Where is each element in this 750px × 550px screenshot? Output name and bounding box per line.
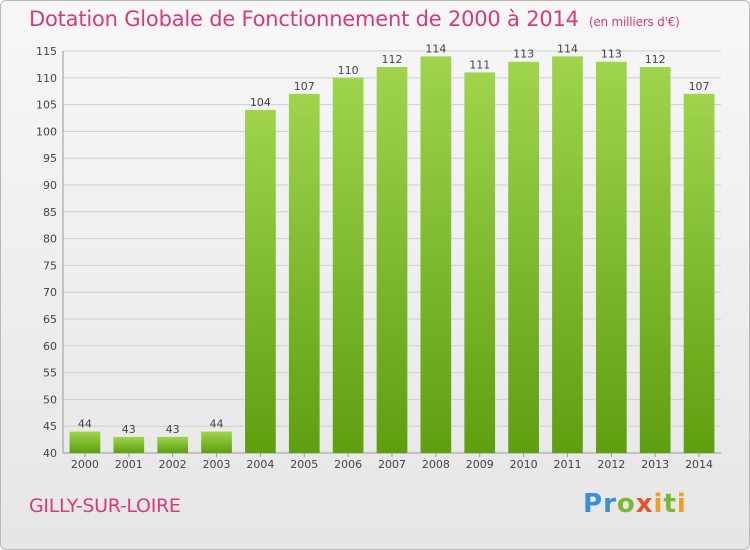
x-tick-labels: 2000 2001 2002 2003 2004 2005 2006 2007 2008 2009… [71, 453, 713, 471]
data-label-2011: 114 [557, 42, 578, 55]
y-tick-label: 90 [43, 179, 57, 192]
x-tick-label-2008: 2008 [422, 458, 450, 471]
y-tick-label: 45 [43, 420, 57, 433]
bar-2004 [245, 109, 276, 454]
proxiti-logo[interactable]: Proxiti [583, 489, 687, 519]
x-tick-label-2009: 2009 [466, 458, 494, 471]
y-tick-label: 65 [43, 313, 57, 326]
data-label-2009: 111 [469, 58, 490, 71]
bar-2000 [69, 431, 101, 453]
x-tick-label-2002: 2002 [159, 458, 187, 471]
bar-2006 [332, 77, 364, 454]
x-tick-label-2004: 2004 [246, 458, 274, 471]
bar-2009 [464, 72, 496, 453]
bar-2011 [552, 56, 583, 454]
y-tick-label: 115 [36, 45, 57, 58]
y-tick-label: 70 [43, 286, 57, 299]
x-tick-label-2003: 2003 [203, 458, 231, 471]
data-label-2005: 107 [294, 80, 315, 93]
y-tick-label: 105 [36, 99, 57, 112]
bar-2012 [595, 61, 627, 453]
data-label-2000: 44 [78, 418, 92, 431]
x-tick-label-2010: 2010 [510, 458, 538, 471]
x-tick-label-2011: 2011 [553, 458, 581, 471]
commune-name: GILLY-SUR-LOIRE [29, 495, 181, 517]
x-tick-label-2001: 2001 [115, 458, 143, 471]
chart-subtitle: (en milliers d'€) [588, 15, 680, 29]
data-label-2014: 107 [689, 80, 710, 93]
chart-title-text: Dotation Globale de Fonctionnement de 20… [29, 7, 579, 31]
bars [69, 56, 715, 454]
y-tick-label: 95 [43, 152, 57, 165]
data-label-2013: 112 [645, 53, 666, 66]
chart-title: Dotation Globale de Fonctionnement de 20… [29, 7, 680, 31]
y-tick-label: 40 [43, 447, 57, 460]
x-tick-label-2006: 2006 [334, 458, 362, 471]
x-tick-label-2012: 2012 [597, 458, 625, 471]
bar-2005 [288, 93, 320, 453]
data-label-2006: 110 [338, 64, 359, 77]
data-label-2007: 112 [382, 53, 403, 66]
bar-2007 [376, 67, 408, 453]
y-tick-label: 60 [43, 340, 57, 353]
y-tick-label: 100 [36, 125, 57, 138]
x-tick-label-2005: 2005 [290, 458, 318, 471]
bar-2002 [157, 436, 189, 453]
data-labels: 44 43 43 44 104 107 110 112 114 111 113 114 113 112 10… [78, 42, 710, 436]
y-tick-labels: 40 45 50 55 60 65 70 75 80 85 90 95 100 105 110 115 [36, 45, 57, 460]
y-tick-label: 75 [43, 259, 57, 272]
y-tick-label: 85 [43, 206, 57, 219]
y-tick-label: 55 [43, 367, 57, 380]
data-label-2008: 114 [425, 42, 446, 55]
bar-2013 [639, 67, 671, 453]
data-label-2002: 43 [166, 423, 180, 436]
y-tick-label: 50 [43, 393, 57, 406]
x-tick-label-2007: 2007 [378, 458, 406, 471]
x-tick-label-2013: 2013 [641, 458, 669, 471]
bar-2003 [201, 431, 232, 453]
data-label-2010: 113 [513, 48, 534, 61]
bar-2014 [683, 93, 715, 453]
bar-2008 [420, 56, 452, 454]
x-tick-label-2000: 2000 [71, 458, 99, 471]
data-label-2001: 43 [122, 423, 136, 436]
y-tick-label: 110 [36, 72, 57, 85]
bar-2001 [113, 436, 145, 453]
data-label-2012: 113 [601, 48, 622, 61]
data-label-2003: 44 [210, 418, 224, 431]
x-tick-label-2014: 2014 [685, 458, 713, 471]
data-label-2004: 104 [250, 96, 271, 109]
bar-2010 [508, 61, 539, 453]
y-tick-label: 80 [43, 233, 57, 246]
